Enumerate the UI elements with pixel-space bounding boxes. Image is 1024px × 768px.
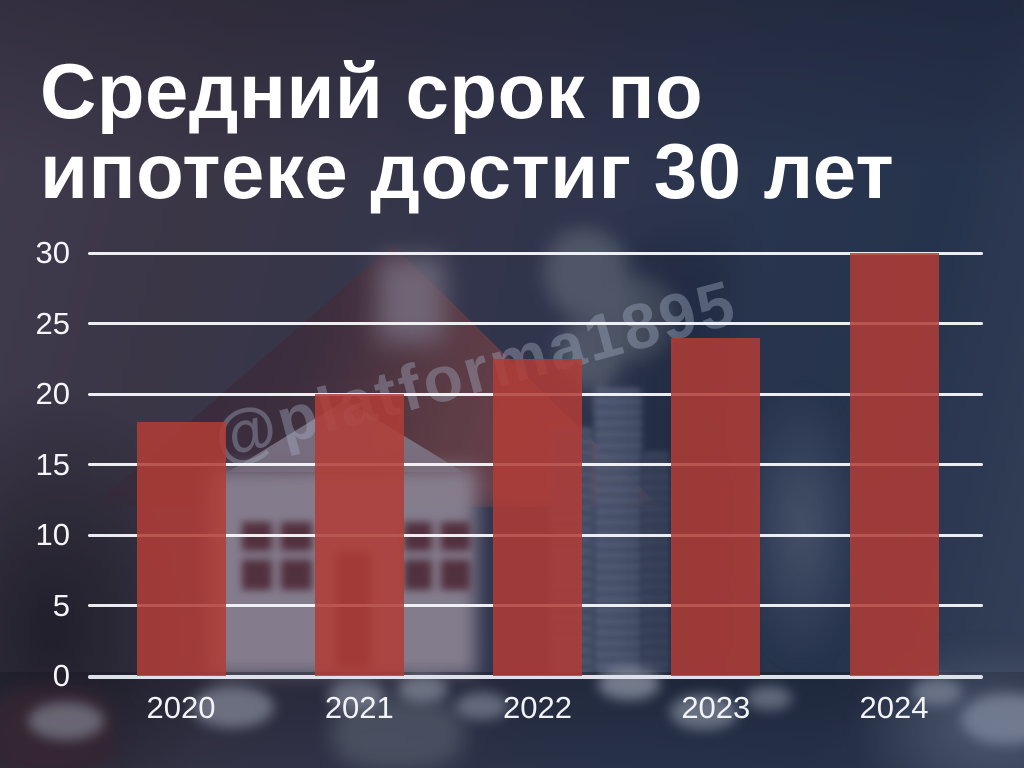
scattered-coin — [456, 692, 508, 720]
bar-2021 — [314, 394, 404, 676]
y-tick-label-0: 0 — [52, 658, 70, 693]
page-title: Средний срок по ипотеке достиг 30 лет — [40, 51, 894, 211]
gridline-25 — [88, 322, 983, 325]
bar-2023 — [671, 337, 761, 676]
house-dormer — [378, 258, 444, 342]
bar-2022 — [493, 358, 582, 676]
plant-stem — [596, 322, 604, 412]
scattered-coin — [598, 668, 660, 700]
y-tick-label-30: 30 — [35, 235, 70, 270]
scattered-coin — [746, 686, 792, 710]
y-tick-label-15: 15 — [35, 446, 70, 482]
background-glow — [742, 388, 862, 668]
scattered-coin — [398, 676, 448, 702]
x-tick-label-2021: 2021 — [324, 690, 394, 725]
house-window-right — [404, 522, 470, 590]
y-tick-label-20: 20 — [35, 376, 70, 411]
x-tick-label-2020: 2020 — [146, 690, 216, 725]
y-tick-label-5: 5 — [52, 587, 70, 623]
gridline-0 — [88, 674, 983, 679]
x-tick-label-2023: 2023 — [681, 690, 751, 725]
page-title-line-1: Средний срок по — [40, 47, 704, 135]
scattered-coin — [28, 702, 104, 740]
scattered-coin — [670, 694, 738, 730]
page-title-line-2: ипотеке достиг 30 лет — [40, 127, 895, 215]
house-window-left — [242, 522, 312, 590]
x-tick-label-2024: 2024 — [859, 690, 929, 725]
scattered-coin — [328, 680, 384, 710]
coin-stack — [594, 388, 642, 676]
y-tick-label-25: 25 — [35, 305, 70, 341]
scattered-coin — [192, 686, 274, 728]
gridline-30 — [88, 251, 983, 255]
coin-stack — [642, 452, 670, 676]
bar-2024 — [849, 253, 939, 676]
y-tick-label-10: 10 — [35, 517, 70, 552]
bar-2020 — [136, 422, 226, 676]
x-tick-label-2022: 2022 — [503, 690, 572, 725]
